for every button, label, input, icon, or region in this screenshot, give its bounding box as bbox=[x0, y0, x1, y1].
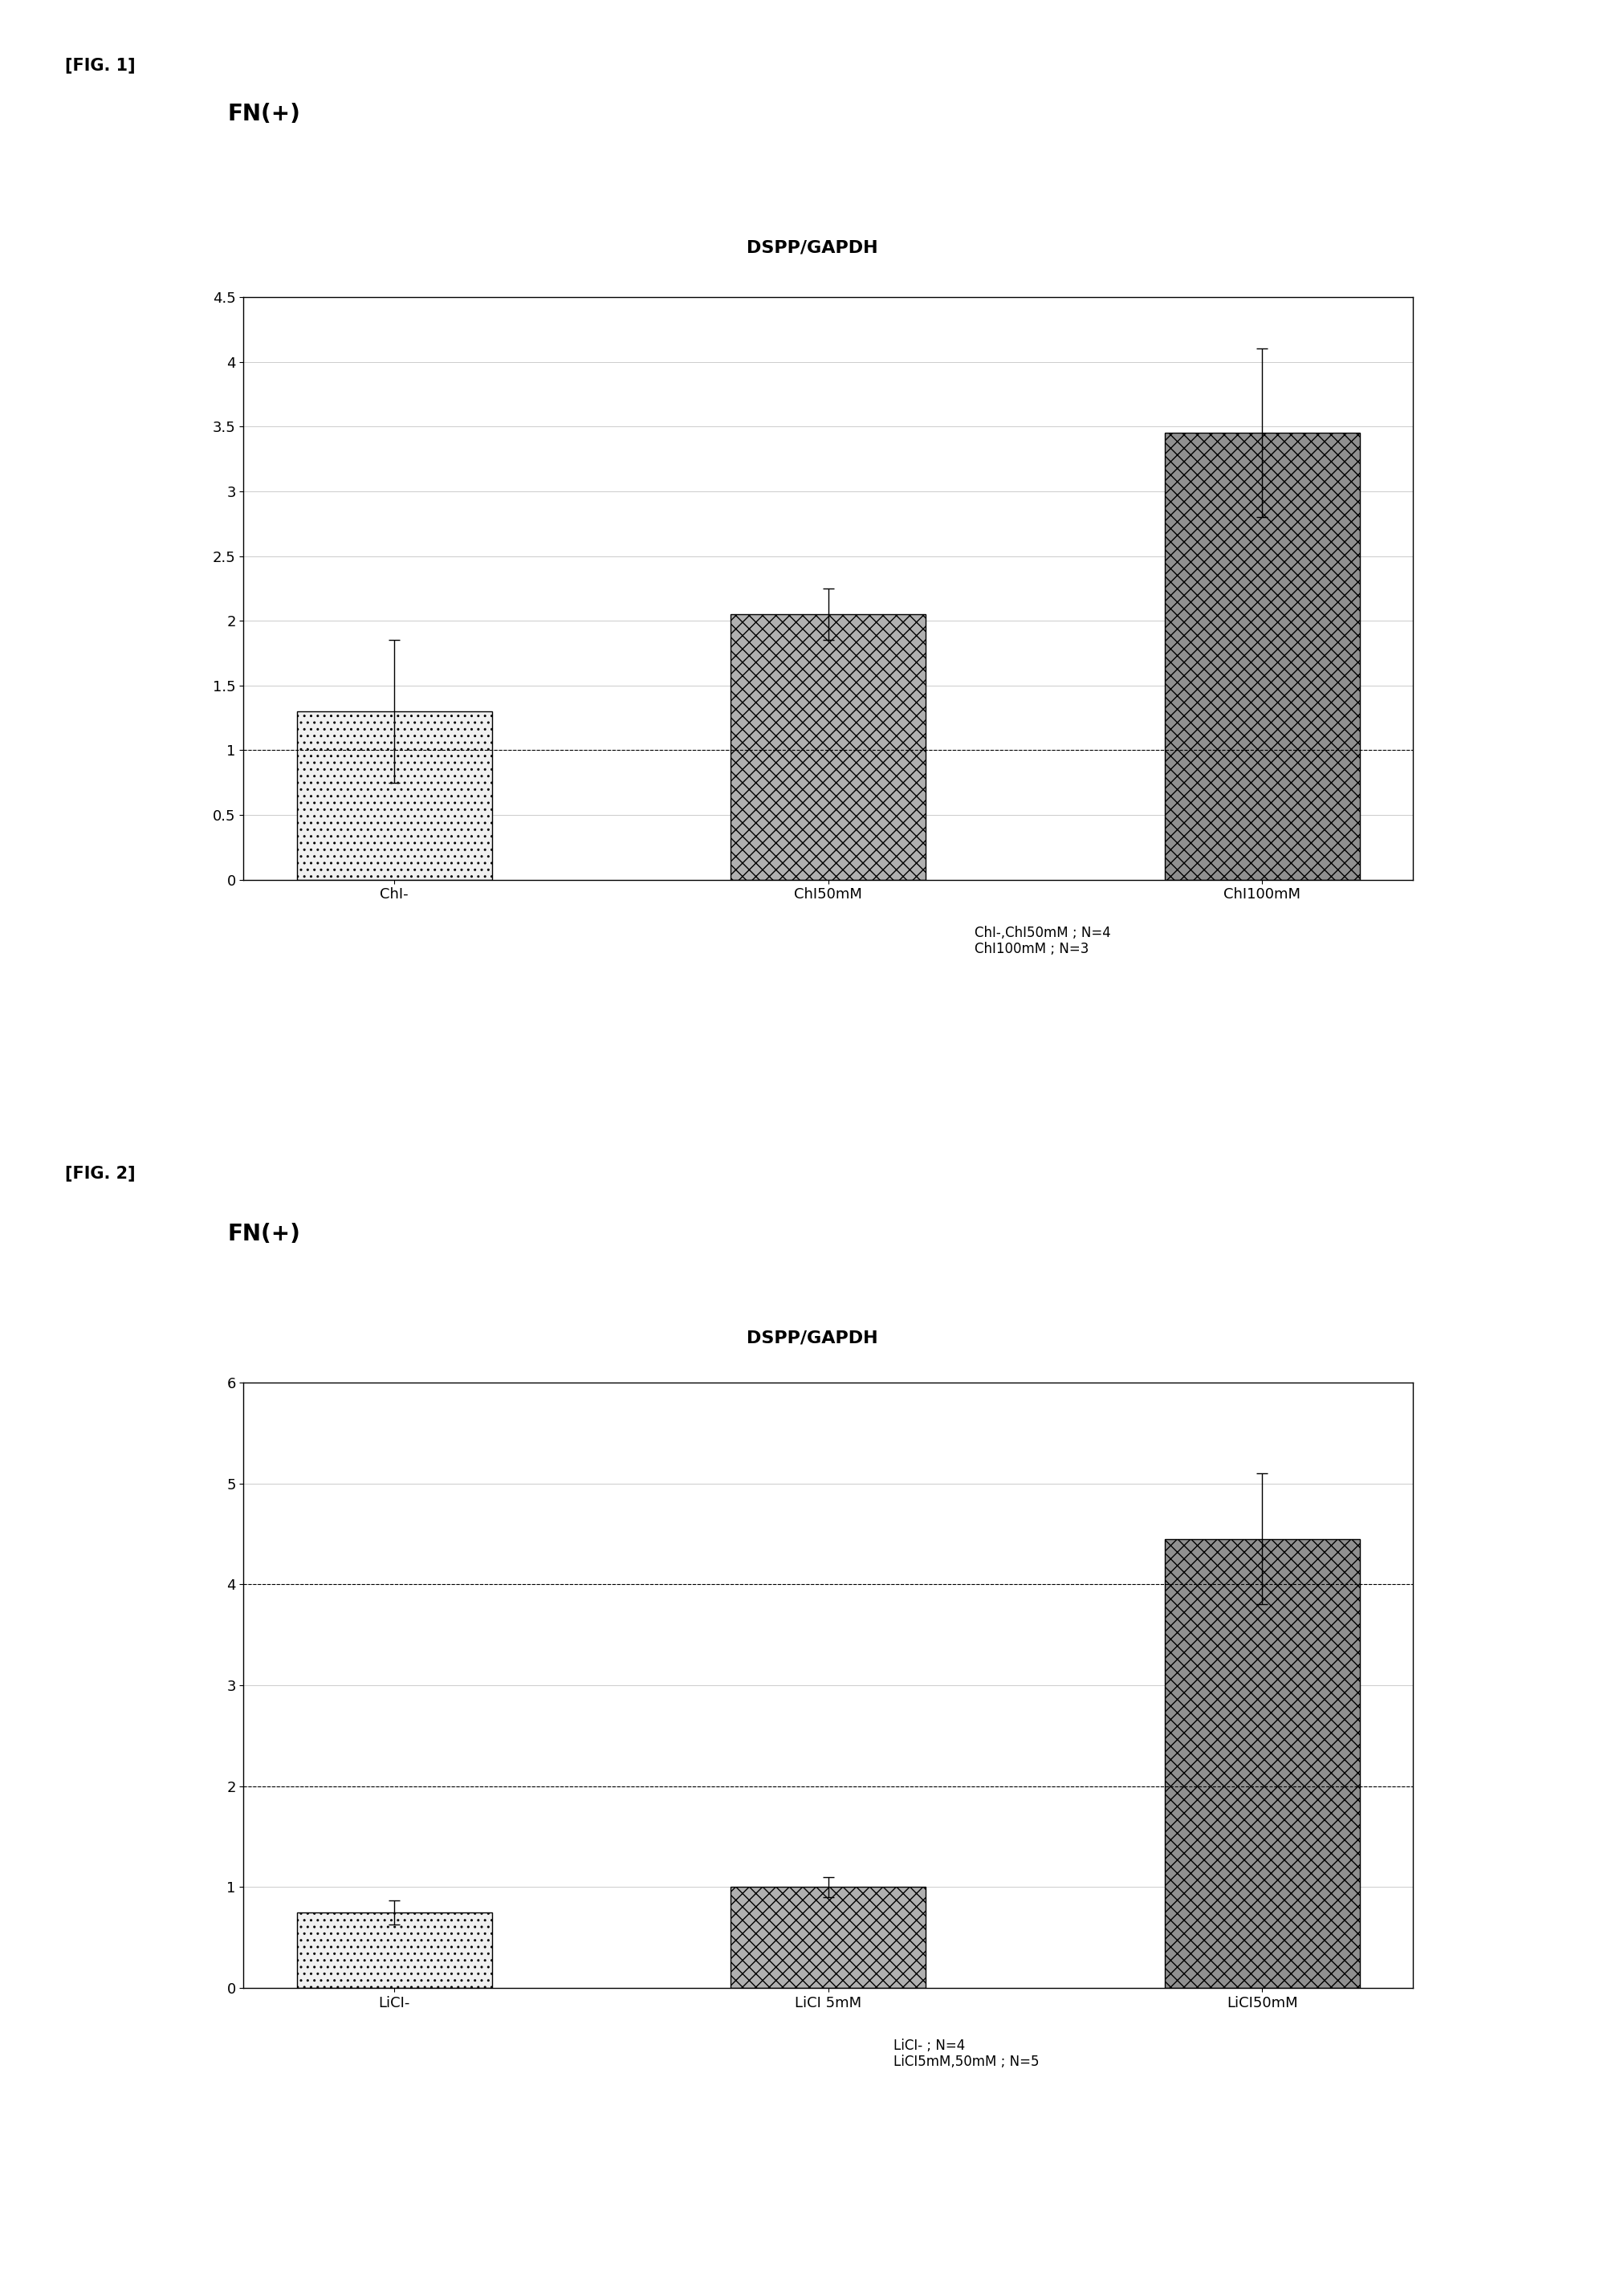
Text: LiCI- ; N=4
LiCI5mM,50mM ; N=5: LiCI- ; N=4 LiCI5mM,50mM ; N=5 bbox=[893, 2038, 1039, 2070]
Text: [FIG. 1]: [FIG. 1] bbox=[65, 57, 135, 73]
Bar bbox=[1164, 434, 1359, 880]
Text: DSPP/GAPDH: DSPP/GAPDH bbox=[747, 240, 877, 256]
Text: DSPP/GAPDH: DSPP/GAPDH bbox=[747, 1330, 877, 1346]
Bar bbox=[1164, 1538, 1359, 1988]
Bar bbox=[731, 1887, 926, 1988]
Text: FN(+): FN(+) bbox=[227, 1222, 300, 1245]
Bar bbox=[297, 711, 492, 880]
Bar bbox=[731, 615, 926, 880]
Text: FN(+): FN(+) bbox=[227, 103, 300, 126]
Bar bbox=[297, 1913, 492, 1988]
Text: [FIG. 2]: [FIG. 2] bbox=[65, 1165, 135, 1181]
Text: ChI-,ChI50mM ; N=4
ChI100mM ; N=3: ChI-,ChI50mM ; N=4 ChI100mM ; N=3 bbox=[974, 925, 1111, 957]
